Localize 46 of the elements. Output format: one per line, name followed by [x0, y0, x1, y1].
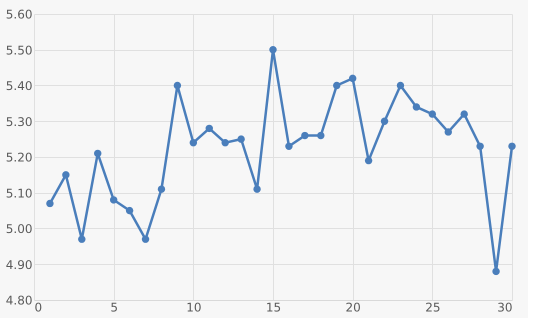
y-tick-label: 4.80	[6, 294, 32, 308]
x-tick-label: 25	[425, 300, 440, 314]
point	[348, 74, 356, 82]
point	[221, 139, 229, 146]
point	[285, 142, 293, 150]
x-tick-label: 30	[497, 300, 512, 314]
point	[396, 82, 404, 90]
point	[508, 142, 516, 150]
y-tick-label: 5.10	[6, 186, 32, 200]
point	[190, 139, 198, 146]
y-tick-label: 5.40	[6, 79, 32, 93]
point	[126, 206, 134, 214]
y-tick-label: 4.90	[6, 258, 32, 272]
y-tick-label: 5.50	[6, 43, 32, 58]
point	[428, 110, 436, 118]
point	[317, 132, 325, 140]
point	[206, 124, 213, 132]
x-tick-label: 20	[346, 300, 361, 314]
y-tick-label: 5.60	[6, 8, 32, 22]
point	[364, 156, 372, 164]
x-tick-label: 0	[34, 300, 42, 314]
point	[46, 200, 54, 208]
x-tick-label: 5	[110, 300, 118, 314]
point	[62, 171, 70, 179]
point	[237, 135, 245, 143]
point	[110, 196, 118, 204]
point	[476, 142, 484, 150]
point	[301, 132, 309, 140]
point	[333, 82, 340, 90]
point	[444, 128, 452, 136]
y-tick-label: 5.00	[6, 222, 32, 236]
x-tick-label: 15	[266, 300, 282, 314]
point	[380, 118, 388, 125]
point	[94, 150, 102, 158]
point	[253, 185, 261, 193]
point	[78, 236, 86, 243]
point	[492, 268, 500, 276]
point	[412, 103, 420, 111]
point	[460, 110, 468, 118]
point	[158, 185, 166, 193]
x-tick-label: 10	[186, 300, 202, 314]
point	[174, 82, 182, 90]
point	[142, 236, 150, 243]
y-tick-label: 5.20	[6, 150, 32, 164]
y-tick-label: 5.30	[6, 114, 32, 129]
point	[269, 46, 277, 54]
